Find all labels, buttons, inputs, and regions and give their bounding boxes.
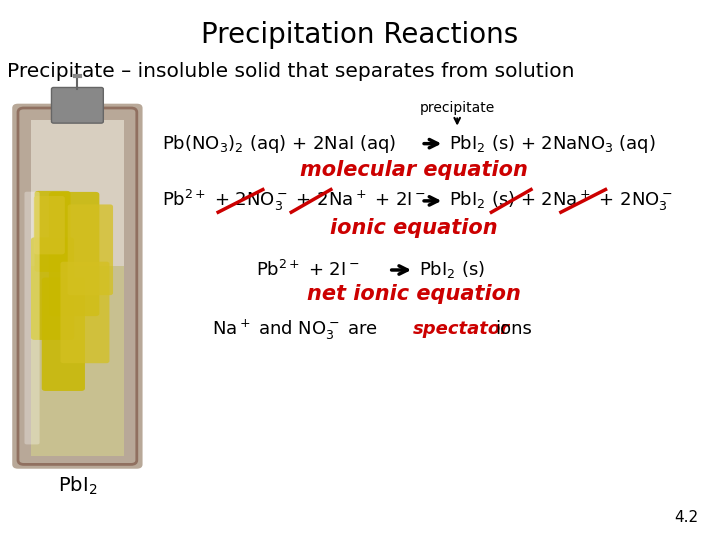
FancyBboxPatch shape	[24, 192, 40, 444]
FancyBboxPatch shape	[52, 87, 104, 123]
FancyBboxPatch shape	[12, 104, 143, 469]
FancyBboxPatch shape	[68, 205, 113, 295]
Text: Precipitation Reactions: Precipitation Reactions	[202, 21, 518, 49]
Text: PbI$_2$ (s) + 2Na$^+$ + 2NO$_3^-$: PbI$_2$ (s) + 2Na$^+$ + 2NO$_3^-$	[449, 189, 672, 213]
Text: Pb$^{2+}$ + 2NO$_3^-$ + 2Na$^+$ + 2I$^-$: Pb$^{2+}$ + 2NO$_3^-$ + 2Na$^+$ + 2I$^-$	[162, 188, 426, 213]
Text: 4.2: 4.2	[674, 510, 698, 525]
Text: net ionic equation: net ionic equation	[307, 284, 521, 305]
FancyBboxPatch shape	[31, 266, 124, 456]
Text: Pb(NO$_3$)$_2$ (aq) + 2NaI (aq): Pb(NO$_3$)$_2$ (aq) + 2NaI (aq)	[162, 133, 396, 154]
Text: spectator: spectator	[413, 320, 510, 339]
Text: Precipitate – insoluble solid that separates from solution: Precipitate – insoluble solid that separ…	[7, 62, 575, 81]
Text: ions: ions	[495, 320, 532, 339]
FancyBboxPatch shape	[35, 191, 71, 272]
Text: PbI$_2$: PbI$_2$	[58, 475, 97, 497]
Text: precipitate: precipitate	[420, 101, 495, 115]
Text: ionic equation: ionic equation	[330, 218, 498, 238]
Text: molecular equation: molecular equation	[300, 160, 528, 180]
Text: PbI$_2$ (s) + 2NaNO$_3$ (aq): PbI$_2$ (s) + 2NaNO$_3$ (aq)	[449, 133, 656, 154]
FancyBboxPatch shape	[31, 119, 124, 269]
Text: PbI$_2$ (s): PbI$_2$ (s)	[419, 260, 485, 280]
FancyBboxPatch shape	[31, 238, 74, 340]
FancyBboxPatch shape	[49, 192, 99, 316]
FancyBboxPatch shape	[34, 196, 65, 254]
FancyBboxPatch shape	[60, 262, 109, 363]
FancyBboxPatch shape	[42, 278, 85, 391]
Text: Na$^+$ and NO$_3^-$ are: Na$^+$ and NO$_3^-$ are	[212, 317, 379, 342]
Text: Pb$^{2+}$ + 2I$^-$: Pb$^{2+}$ + 2I$^-$	[256, 260, 359, 280]
